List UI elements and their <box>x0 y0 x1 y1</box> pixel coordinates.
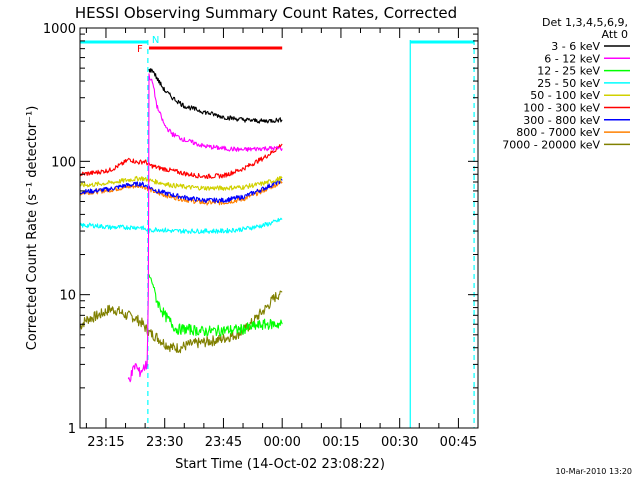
flag-label-n: N <box>152 35 159 46</box>
legend-label: 25 - 50 keV <box>537 77 600 90</box>
series-line-50-100-kev <box>79 175 283 191</box>
series-line-6-12-kev <box>127 73 283 383</box>
x-tick-label: 23:30 <box>146 435 183 450</box>
legend-header-line2: Att 0 <box>602 28 628 41</box>
plot-frame <box>79 27 479 429</box>
series-line-25-50-kev <box>79 217 283 234</box>
x-tick-label: 00:45 <box>440 435 477 450</box>
y-tick-label: 1 <box>68 422 76 437</box>
y-tick-label: 1000 <box>43 22 76 37</box>
series-line-12-25-kev <box>148 274 283 337</box>
y-tick-label: 100 <box>51 155 76 170</box>
legend-label: 100 - 300 keV <box>523 102 600 115</box>
flag-label-f: F <box>137 44 143 55</box>
chart-title: HESSI Observing Summary Count Rates, Cor… <box>75 4 457 22</box>
plot-area: NF 1 10 100 1000 23:15 23:30 23:45 00:00 00:15 00:… <box>43 22 479 450</box>
x-tick-label: 00:00 <box>263 435 300 450</box>
timestamp: 10-Mar-2010 13:20 <box>556 467 633 476</box>
legend-label: 6 - 12 keV <box>544 52 600 65</box>
legend-label: 12 - 25 keV <box>537 65 600 78</box>
legend-label: 800 - 7000 keV <box>516 126 600 139</box>
y-tick-label: 10 <box>59 289 76 304</box>
x-tick-label: 23:15 <box>87 435 124 450</box>
legend-label: 3 - 6 keV <box>551 40 600 53</box>
x-axis-label: Start Time (14-Oct-02 23:08:22) <box>175 457 385 472</box>
legend-label: 300 - 800 keV <box>523 114 600 127</box>
series-line-100-300-kev <box>79 143 283 179</box>
x-tick-label: 23:45 <box>205 435 242 450</box>
series-line-3-6-kev <box>148 68 283 124</box>
x-tick-label: 00:30 <box>381 435 418 450</box>
series-line-300-800-kev <box>79 178 283 204</box>
legend-label: 50 - 100 keV <box>530 89 600 102</box>
y-axis-label: Corrected Count Rate (s⁻¹ detector⁻¹) <box>25 106 40 351</box>
series-line-7000-20000-kev <box>79 290 283 354</box>
legend-header-line1: Det 1,3,4,5,6,9, <box>542 16 628 29</box>
legend-label: 7000 - 20000 keV <box>502 138 600 151</box>
x-tick-label: 00:15 <box>322 435 359 450</box>
